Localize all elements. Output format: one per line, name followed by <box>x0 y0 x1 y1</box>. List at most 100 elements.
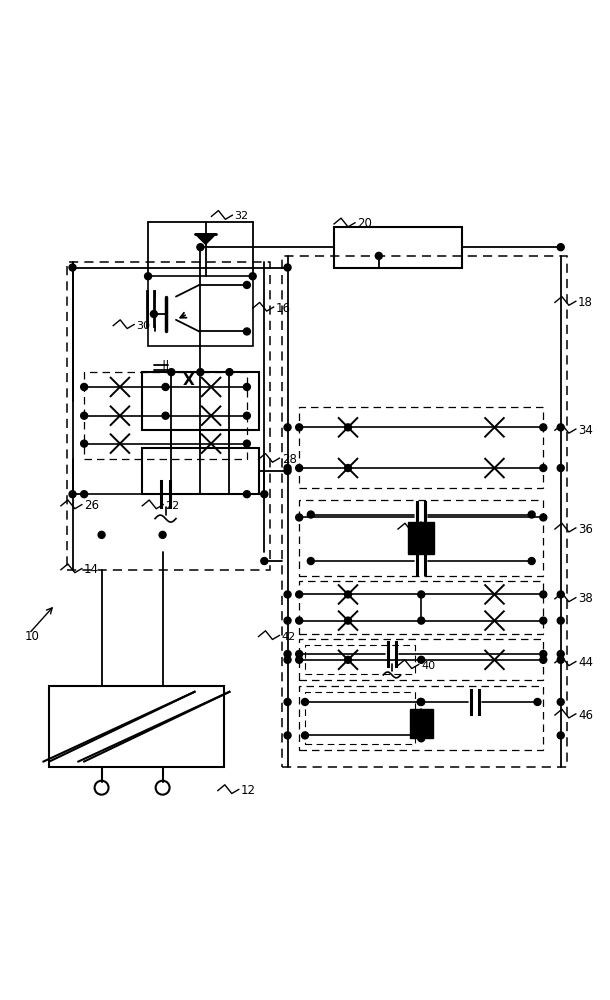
Text: 30: 30 <box>137 321 151 331</box>
Circle shape <box>558 465 564 472</box>
Circle shape <box>417 732 424 739</box>
Circle shape <box>284 465 291 472</box>
Circle shape <box>418 656 425 663</box>
Bar <box>66 262 270 570</box>
Circle shape <box>301 698 309 705</box>
Circle shape <box>226 369 233 376</box>
Circle shape <box>284 698 291 705</box>
Circle shape <box>243 412 250 419</box>
Circle shape <box>418 698 425 705</box>
Circle shape <box>540 617 547 624</box>
Circle shape <box>558 651 564 658</box>
Circle shape <box>540 591 547 598</box>
Text: 18: 18 <box>578 296 593 309</box>
Text: ||: || <box>161 360 170 373</box>
Text: 46: 46 <box>578 709 593 722</box>
Circle shape <box>540 651 547 658</box>
Bar <box>408 522 434 554</box>
Circle shape <box>540 514 547 521</box>
Circle shape <box>528 511 535 518</box>
Circle shape <box>301 732 309 739</box>
Circle shape <box>162 383 169 390</box>
Circle shape <box>284 424 291 431</box>
Circle shape <box>296 617 303 624</box>
Bar <box>299 686 544 750</box>
Circle shape <box>284 732 291 739</box>
Circle shape <box>197 244 204 251</box>
Circle shape <box>284 591 291 598</box>
Text: 34: 34 <box>578 424 593 437</box>
Circle shape <box>345 617 351 624</box>
Circle shape <box>69 264 76 271</box>
Circle shape <box>197 369 204 376</box>
Circle shape <box>261 491 268 498</box>
Circle shape <box>307 558 314 565</box>
Text: 20: 20 <box>357 217 372 230</box>
Circle shape <box>284 651 291 658</box>
Text: 44: 44 <box>578 656 593 669</box>
Circle shape <box>375 252 382 259</box>
Circle shape <box>418 591 425 598</box>
Circle shape <box>345 656 351 663</box>
Circle shape <box>296 656 303 663</box>
Circle shape <box>307 511 314 518</box>
Circle shape <box>81 491 88 498</box>
Circle shape <box>151 311 157 318</box>
Circle shape <box>418 735 425 742</box>
Text: 42: 42 <box>282 632 296 642</box>
Text: X: X <box>183 373 195 388</box>
Circle shape <box>284 264 291 271</box>
Circle shape <box>345 591 351 598</box>
Text: 36: 36 <box>578 523 593 536</box>
Circle shape <box>162 412 169 419</box>
Circle shape <box>417 698 424 705</box>
Bar <box>84 372 247 459</box>
Circle shape <box>81 383 88 390</box>
Text: 28: 28 <box>282 453 296 466</box>
Text: 26: 26 <box>84 499 99 512</box>
Circle shape <box>558 698 564 705</box>
Bar <box>410 709 433 738</box>
Circle shape <box>296 465 303 472</box>
Text: 32: 32 <box>235 211 249 221</box>
Circle shape <box>98 531 105 538</box>
Circle shape <box>243 440 250 447</box>
Circle shape <box>159 531 166 538</box>
Circle shape <box>558 656 564 663</box>
Text: 38: 38 <box>578 592 593 605</box>
Circle shape <box>243 328 250 335</box>
Circle shape <box>243 281 250 288</box>
Text: 16: 16 <box>276 302 291 315</box>
Circle shape <box>261 558 268 565</box>
Bar <box>334 227 462 268</box>
Circle shape <box>540 424 547 431</box>
Bar <box>305 645 415 674</box>
Bar <box>299 581 544 634</box>
Circle shape <box>243 491 250 498</box>
Circle shape <box>296 591 303 598</box>
Circle shape <box>249 273 256 280</box>
Circle shape <box>345 424 351 431</box>
Circle shape <box>284 617 291 624</box>
Circle shape <box>534 698 541 705</box>
Circle shape <box>558 591 564 598</box>
Text: 14: 14 <box>84 563 99 576</box>
Circle shape <box>296 651 303 658</box>
Circle shape <box>243 383 250 390</box>
Circle shape <box>296 514 303 521</box>
Text: 10: 10 <box>25 630 40 643</box>
Circle shape <box>558 424 564 431</box>
Bar <box>142 448 259 494</box>
Circle shape <box>69 491 76 498</box>
Circle shape <box>284 467 291 474</box>
Bar <box>299 500 544 576</box>
Text: 40: 40 <box>421 661 435 671</box>
Circle shape <box>81 440 88 447</box>
Circle shape <box>168 369 175 376</box>
Bar <box>299 639 544 680</box>
Circle shape <box>558 732 564 739</box>
Circle shape <box>81 412 88 419</box>
Circle shape <box>418 617 425 624</box>
Circle shape <box>284 656 291 663</box>
Text: 24: 24 <box>422 524 436 534</box>
